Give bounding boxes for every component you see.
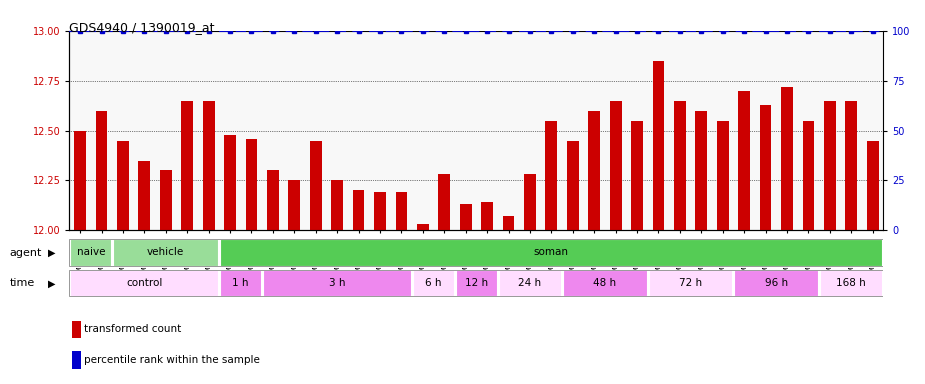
Bar <box>781 87 793 230</box>
Bar <box>310 141 322 230</box>
Bar <box>438 174 450 230</box>
Text: ▶: ▶ <box>48 248 55 258</box>
Bar <box>824 101 835 230</box>
Text: vehicle: vehicle <box>147 247 184 258</box>
Text: agent: agent <box>9 248 42 258</box>
Bar <box>588 111 600 230</box>
Bar <box>820 270 882 296</box>
Bar <box>456 270 497 296</box>
Text: 12 h: 12 h <box>464 278 488 288</box>
Bar <box>396 192 407 230</box>
Bar <box>499 270 561 296</box>
Text: naive: naive <box>77 247 105 258</box>
Bar <box>74 131 86 230</box>
Bar <box>181 101 193 230</box>
Bar <box>759 104 771 230</box>
Bar <box>413 270 454 296</box>
Text: 3 h: 3 h <box>329 278 345 288</box>
Text: transformed count: transformed count <box>84 324 181 334</box>
Bar <box>563 270 647 296</box>
Text: 72 h: 72 h <box>679 278 702 288</box>
Bar <box>674 101 685 230</box>
Text: 96 h: 96 h <box>765 278 788 288</box>
Bar <box>481 202 493 230</box>
Bar <box>70 270 218 296</box>
Text: 24 h: 24 h <box>518 278 541 288</box>
Text: time: time <box>9 278 34 288</box>
Text: control: control <box>126 278 163 288</box>
Text: ▶: ▶ <box>48 278 55 288</box>
Text: 168 h: 168 h <box>836 278 866 288</box>
Text: 6 h: 6 h <box>426 278 442 288</box>
Text: 1 h: 1 h <box>232 278 249 288</box>
Bar <box>352 190 364 230</box>
Bar <box>648 270 733 296</box>
Bar <box>631 121 643 230</box>
Bar <box>717 121 729 230</box>
Bar <box>567 141 579 230</box>
Bar <box>220 270 261 296</box>
Bar <box>331 180 343 230</box>
Bar <box>610 101 622 230</box>
Bar <box>546 121 557 230</box>
Bar <box>95 111 107 230</box>
Text: percentile rank within the sample: percentile rank within the sample <box>84 355 260 365</box>
Bar <box>502 217 514 230</box>
Bar <box>117 141 129 230</box>
Bar <box>267 170 278 230</box>
Bar <box>245 139 257 230</box>
Bar <box>224 134 236 230</box>
Text: GDS4940 / 1390019_at: GDS4940 / 1390019_at <box>69 21 215 34</box>
Bar <box>220 239 882 266</box>
Bar <box>460 204 472 230</box>
Bar <box>264 270 411 296</box>
Bar <box>867 141 879 230</box>
Bar <box>139 161 150 230</box>
Bar <box>734 270 818 296</box>
Bar <box>803 121 814 230</box>
Bar <box>203 101 215 230</box>
Bar <box>417 224 428 230</box>
Bar <box>160 170 172 230</box>
Bar <box>696 111 708 230</box>
Bar <box>113 239 218 266</box>
Bar <box>652 61 664 230</box>
Bar <box>289 180 301 230</box>
Text: soman: soman <box>534 247 569 258</box>
Bar <box>374 192 386 230</box>
Bar <box>738 91 750 230</box>
Bar <box>70 239 111 266</box>
Bar <box>524 174 536 230</box>
Bar <box>845 101 857 230</box>
Text: 48 h: 48 h <box>593 278 616 288</box>
